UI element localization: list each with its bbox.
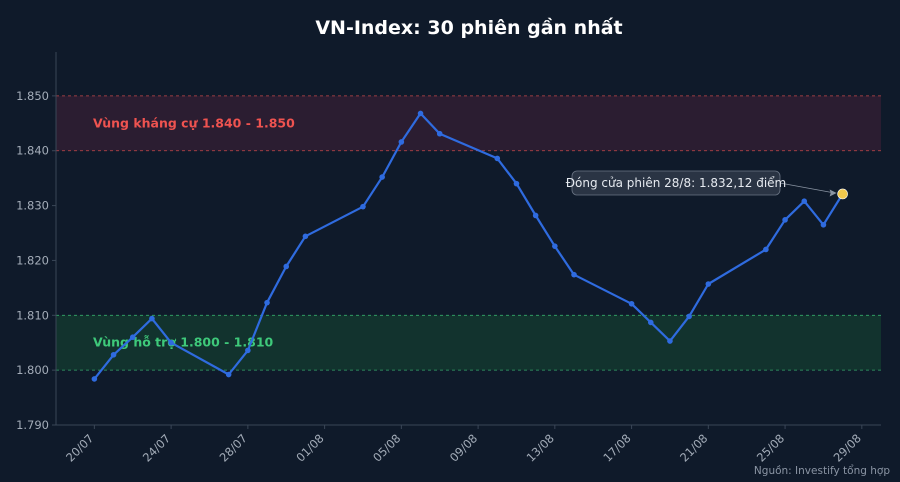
annotation-box [571, 170, 781, 196]
data-point [302, 233, 309, 240]
x-tick-label: 09/08 [447, 431, 480, 464]
data-point [168, 339, 174, 346]
data-point [149, 315, 155, 322]
data-point [110, 351, 117, 358]
y-tick-label: 1.830 [16, 199, 49, 213]
data-point [532, 212, 539, 219]
last-close-marker [837, 188, 848, 200]
data-point [820, 221, 827, 228]
series-line [93, 112, 844, 380]
source-note: Nguồn: Investify tổng hợp [754, 464, 890, 477]
band-area [56, 95, 881, 151]
band-area [56, 315, 881, 371]
data-point [360, 203, 366, 210]
y-tick-label: 1.800 [16, 363, 49, 377]
x-tick-label: 17/08 [600, 431, 633, 464]
data-point [667, 338, 673, 344]
x-axis-ticks: 20/07 24/07 28/07 01/08 05/08 09/08 13/08 17/08… [63, 425, 864, 465]
x-tick-label: 21/08 [677, 431, 710, 464]
data-point [782, 217, 788, 223]
data-point [245, 347, 251, 354]
y-tick-label: 1.820 [16, 253, 49, 267]
annotation-text: Đóng cửa phiên 28/8: 1.832,12 điểm [566, 176, 787, 190]
x-tick-label: 13/08 [524, 431, 557, 464]
data-point [417, 110, 424, 117]
x-tick-label: 29/08 [831, 431, 864, 464]
data-point [705, 281, 712, 287]
annotation-arrow [779, 182, 835, 194]
data-point [686, 313, 692, 320]
band-label: Vùng hỗ trợ 1.800 - 1.810 [93, 335, 274, 350]
data-point [398, 139, 405, 145]
data-point [379, 174, 385, 180]
chart-title: VN-Index: 30 phiên gần nhất [315, 16, 622, 39]
data-point [647, 319, 654, 326]
series [91, 110, 844, 382]
data-point [91, 376, 98, 382]
y-axis-ticks: 1.790 1.800 1.810 1.820 1.830 1.840 1.850 [16, 89, 56, 432]
data-point [283, 263, 290, 270]
x-tick-label: 01/08 [293, 431, 326, 464]
data-point [264, 299, 270, 306]
data-point [628, 300, 635, 307]
data-point [129, 334, 136, 341]
x-tick-label: 05/08 [370, 431, 403, 464]
data-point [552, 243, 558, 249]
y-tick-label: 1.840 [16, 144, 49, 158]
x-tick-label: 28/07 [217, 431, 250, 464]
x-tick-label: 25/08 [754, 431, 787, 464]
data-point [494, 155, 501, 162]
y-tick-label: 1.810 [16, 308, 49, 322]
data-point [513, 180, 520, 187]
data-point [436, 130, 443, 137]
data-point [763, 246, 769, 253]
y-tick-label: 1.790 [16, 418, 49, 432]
annotation-arrowhead [829, 189, 837, 197]
data-point [801, 198, 808, 204]
x-tick-label: 24/07 [140, 431, 173, 464]
y-tick-label: 1.850 [16, 89, 49, 103]
data-point [225, 371, 232, 378]
data-point [571, 271, 577, 278]
axes [55, 52, 881, 426]
bands: Vùng kháng cự 1.840 - 1.850 Vùng hỗ trợ 1… [56, 95, 881, 371]
annotation: Đóng cửa phiên 28/8: 1.832,12 điểm [566, 170, 848, 200]
x-tick-label: 20/07 [63, 431, 96, 464]
band-label: Vùng kháng cự 1.840 - 1.850 [93, 115, 295, 130]
